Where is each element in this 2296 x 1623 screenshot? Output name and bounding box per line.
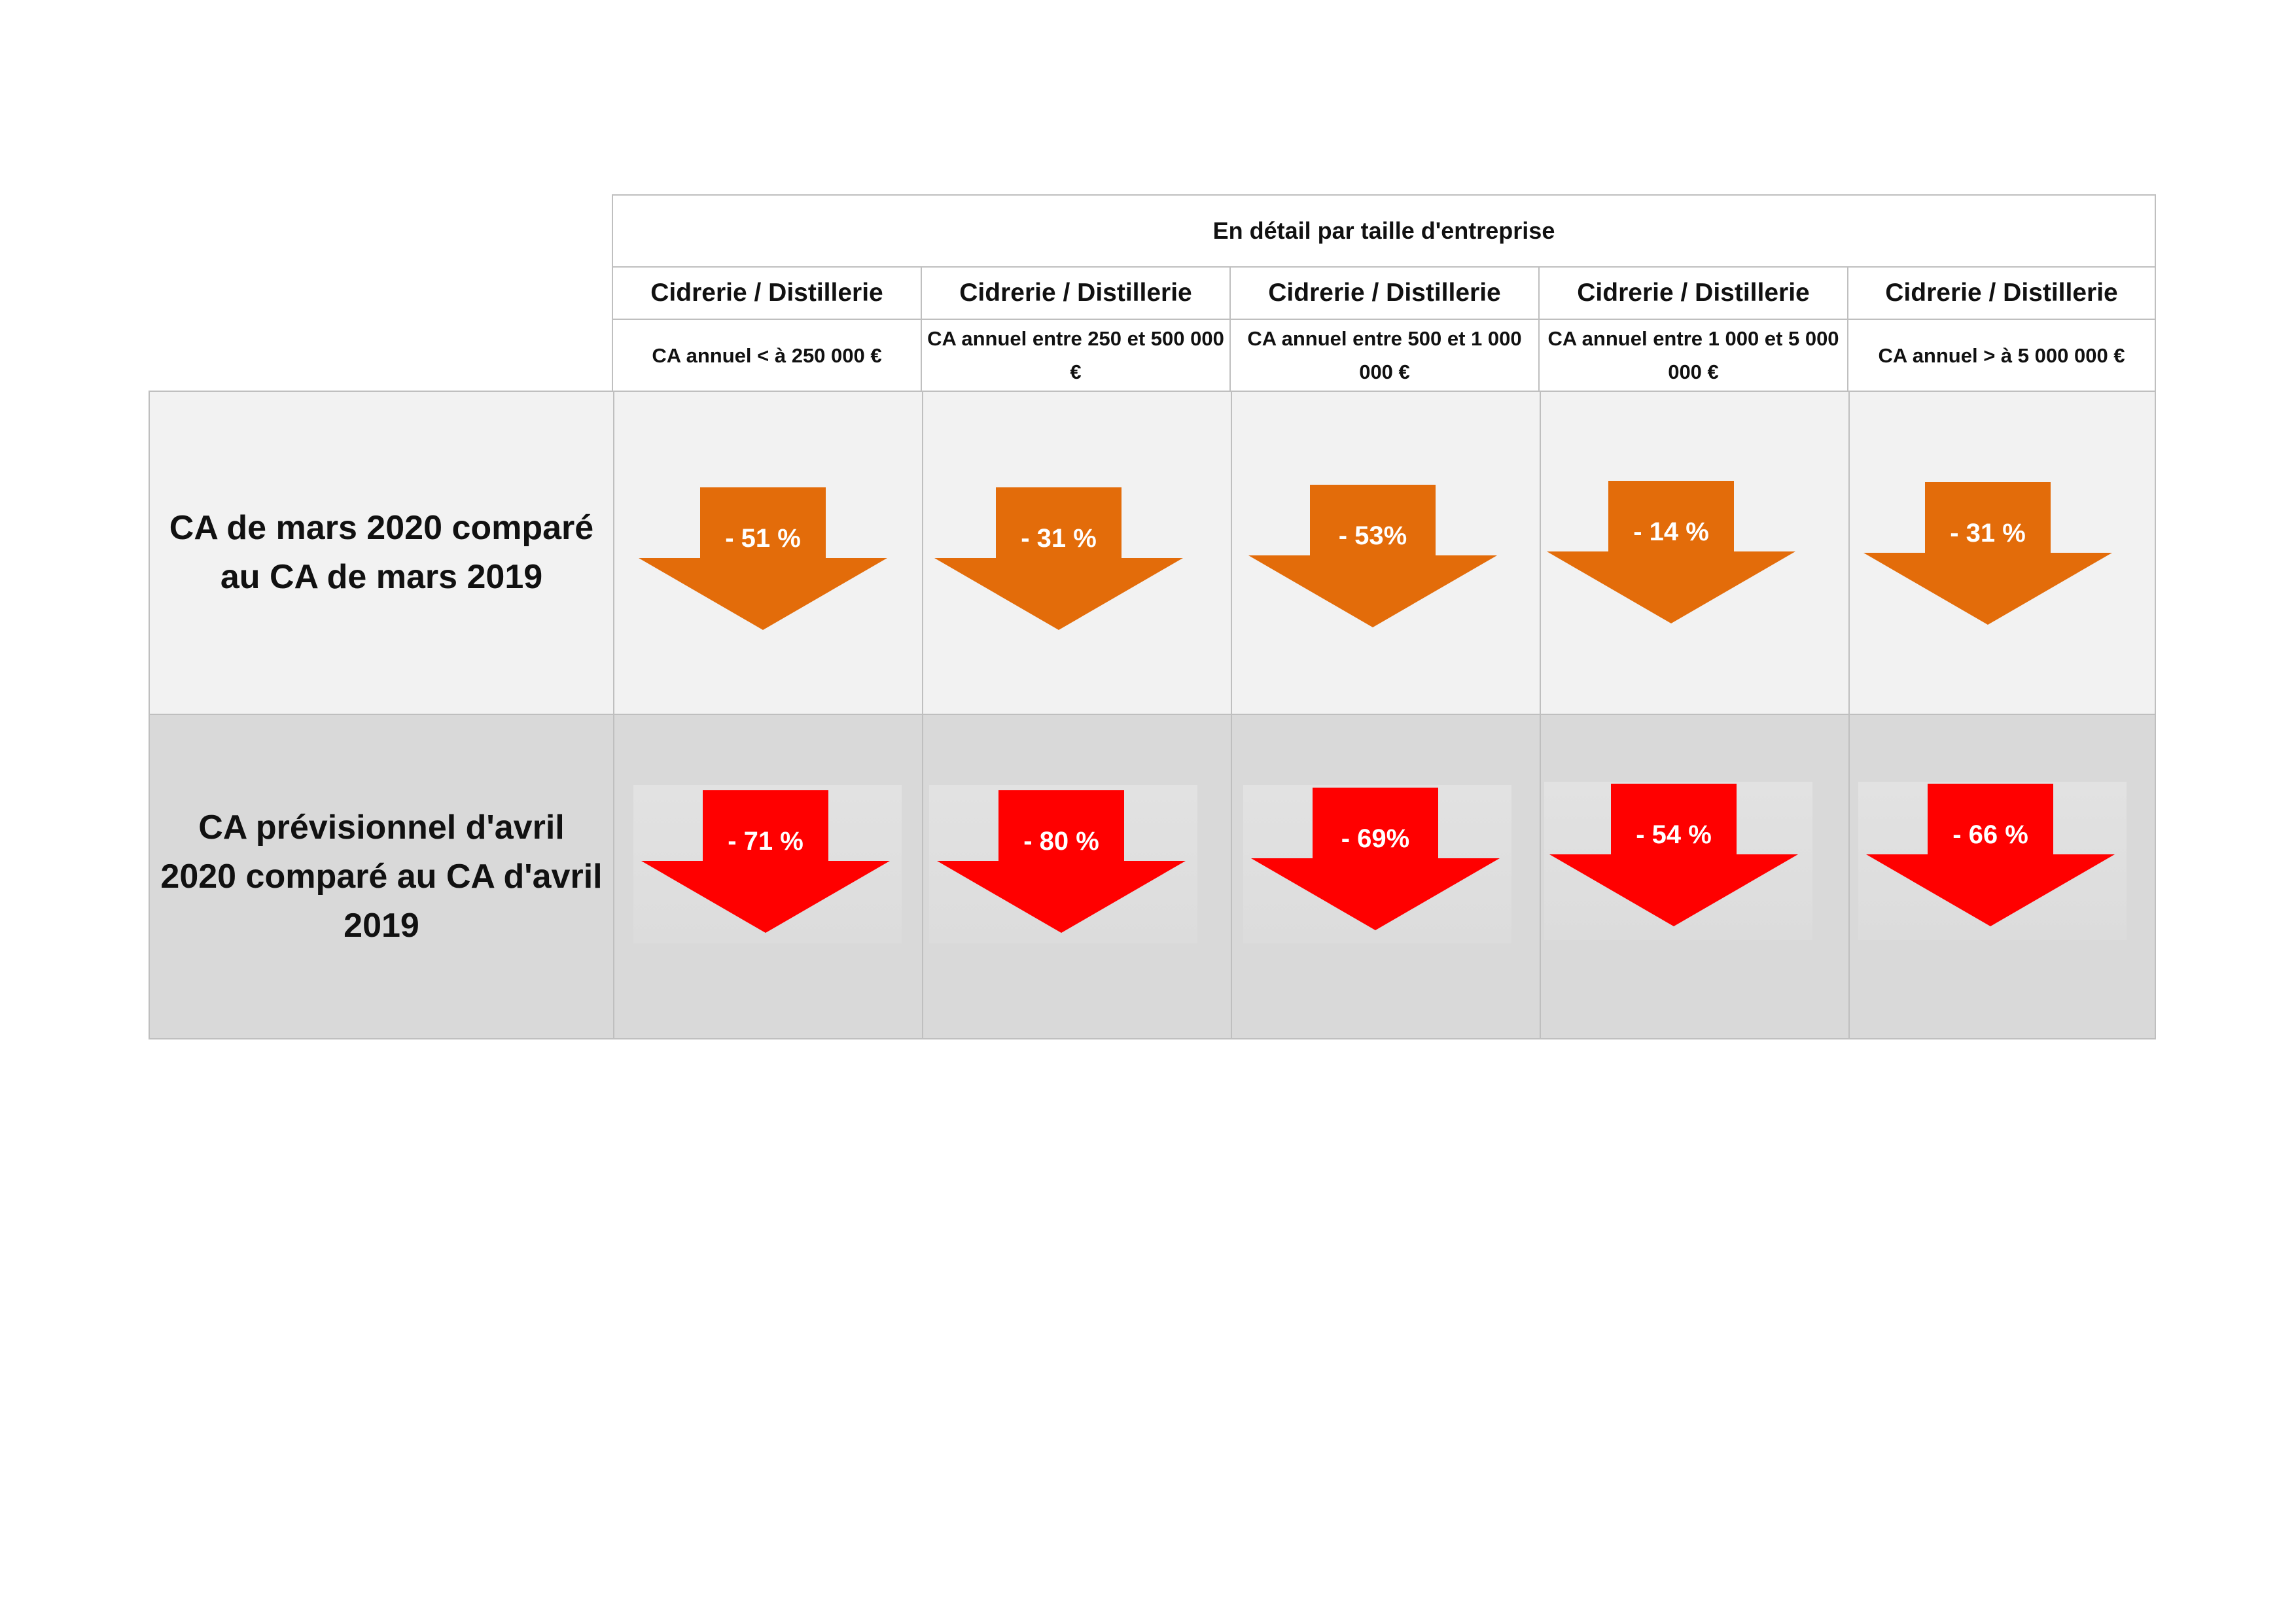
down-arrow-icon (1549, 784, 1798, 926)
down-arrow-icon (641, 790, 890, 933)
row-april-col-3 (1231, 715, 1541, 1038)
arrow-march-1: - 51 % (639, 487, 887, 630)
column-subtitle-3: CA annuel entre 500 et 1 000 000 € (1229, 319, 1540, 392)
arrow-april-4-value: - 54 % (1636, 820, 1712, 849)
arrow-april-5-value: - 66 % (1952, 820, 2028, 849)
row-label-april: CA prévisionnel d'avril 2020 comparé au … (150, 715, 614, 1038)
down-arrow-icon (934, 487, 1183, 630)
column-subtitle-1: CA annuel < à 250 000 € (612, 319, 922, 392)
row-march-col-3 (1231, 392, 1541, 714)
row-label-march: CA de mars 2020 comparé au CA de mars 20… (150, 392, 614, 714)
down-arrow-icon (639, 487, 887, 630)
down-arrow-icon (1863, 482, 2112, 625)
column-title-3: Cidrerie / Distillerie (1229, 266, 1540, 320)
arrow-march-5-value: - 31 % (1950, 519, 2026, 548)
arrow-april-2: - 80 % (937, 790, 1186, 933)
arrow-march-3: - 53% (1248, 485, 1497, 627)
column-title-5: Cidrerie / Distillerie (1847, 266, 2156, 320)
down-arrow-icon (1547, 481, 1795, 623)
column-title-2: Cidrerie / Distillerie (921, 266, 1231, 320)
down-arrow-icon (1251, 788, 1500, 930)
arrow-march-1-value: - 51 % (725, 524, 801, 553)
arrow-april-3-value: - 69% (1341, 824, 1410, 853)
column-title-4: Cidrerie / Distillerie (1538, 266, 1848, 320)
arrow-march-4-value: - 14 % (1633, 517, 1709, 546)
column-subtitle-4: CA annuel entre 1 000 et 5 000 000 € (1538, 319, 1848, 392)
row-april-col-1 (613, 715, 923, 1038)
arrow-april-3: - 69% (1251, 788, 1500, 930)
group-title: En détail par taille d'entreprise (612, 194, 2156, 268)
arrow-march-4: - 14 % (1547, 481, 1795, 623)
arrow-march-2-value: - 31 % (1021, 524, 1097, 553)
row-april-col-4 (1540, 715, 1850, 1038)
arrow-april-4: - 54 % (1549, 784, 1798, 926)
column-title-row: Cidrerie / Distillerie Cidrerie / Distil… (612, 266, 2156, 320)
down-arrow-icon (1248, 485, 1497, 627)
arrow-april-1: - 71 % (641, 790, 890, 933)
arrow-april-2-value: - 80 % (1023, 827, 1099, 856)
row-march: CA de mars 2020 comparé au CA de mars 20… (149, 391, 2156, 715)
row-march-col-4 (1540, 392, 1850, 714)
arrow-april-5: - 66 % (1866, 784, 2115, 926)
row-march-col-2 (922, 392, 1232, 714)
column-subtitle-2: CA annuel entre 250 et 500 000 € (921, 319, 1231, 392)
arrow-march-2: - 31 % (934, 487, 1183, 630)
down-arrow-icon (1866, 784, 2115, 926)
down-arrow-icon (937, 790, 1186, 933)
arrow-march-5: - 31 % (1863, 482, 2112, 625)
arrow-april-1-value: - 71 % (728, 827, 804, 856)
row-april-col-2 (922, 715, 1232, 1038)
column-title-1: Cidrerie / Distillerie (612, 266, 922, 320)
column-subtitle-row: CA annuel < à 250 000 € CA annuel entre … (612, 319, 2156, 392)
column-subtitle-5: CA annuel > à 5 000 000 € (1847, 319, 2156, 392)
arrow-march-3-value: - 53% (1338, 521, 1407, 550)
row-march-col-1 (613, 392, 923, 714)
